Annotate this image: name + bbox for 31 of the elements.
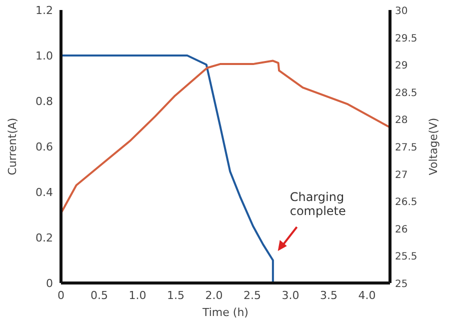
- x-tick-label: 4.0: [358, 289, 376, 302]
- x-axis-title: Time (h): [202, 306, 248, 319]
- y-tick-label: 0: [46, 277, 53, 290]
- y-tick-label: 0.4: [36, 186, 53, 199]
- y2-tick-label: 25: [395, 279, 408, 290]
- y2-tick-label: 28: [395, 115, 408, 126]
- annotation: Charging complete: [290, 190, 346, 218]
- x-tick-label: 2.0: [205, 289, 223, 302]
- x-tick-label: 1.0: [128, 289, 146, 302]
- x-tick-label: 0.5: [90, 289, 108, 302]
- y2-tick-label: 25.5: [395, 252, 418, 263]
- y-axis-title: Current(A): [6, 118, 19, 176]
- x-tick-label: 3.5: [320, 289, 338, 302]
- y-tick-label: 0.6: [36, 140, 53, 154]
- x-tick-label: 1.5: [167, 289, 185, 302]
- y2-tick-label: 27: [395, 170, 408, 181]
- y2-tick-label: 26.5: [395, 197, 418, 208]
- y2-tick-label: 30: [395, 6, 408, 17]
- y-tick-label: 0.8: [36, 95, 53, 108]
- x-tick-label: 0: [58, 289, 64, 302]
- y2-tick-label: 26: [395, 224, 408, 236]
- y2-tick-label: 27.5: [395, 142, 418, 154]
- y-tick-label: 0.2: [36, 232, 53, 244]
- y-tick-label: 1.2: [36, 4, 53, 17]
- x-tick-label: 3.0: [282, 289, 300, 302]
- y2-tick-label: 29: [395, 60, 408, 72]
- y2-tick-label: 28.5: [395, 88, 418, 99]
- y-tick-label: 1.0: [36, 50, 53, 62]
- y2-tick-label: 29.5: [395, 33, 418, 44]
- y2-axis-title: Voltage(V): [427, 118, 440, 176]
- x-tick-label: 2.5: [244, 289, 262, 302]
